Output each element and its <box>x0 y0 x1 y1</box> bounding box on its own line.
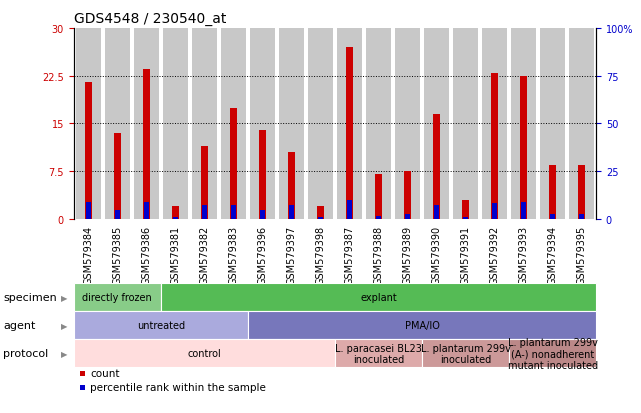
Text: GDS4548 / 230540_at: GDS4548 / 230540_at <box>74 12 226 26</box>
Bar <box>134 29 158 219</box>
Bar <box>375 175 382 219</box>
Bar <box>250 29 275 219</box>
Bar <box>288 153 295 219</box>
Bar <box>345 48 353 219</box>
Bar <box>453 29 478 219</box>
Text: ▶: ▶ <box>61 349 67 358</box>
Bar <box>578 165 585 219</box>
Text: ▶: ▶ <box>61 321 67 330</box>
Bar <box>395 29 420 219</box>
Bar <box>482 29 507 219</box>
Bar <box>404 172 411 219</box>
Text: count: count <box>90 368 120 378</box>
Bar <box>105 29 129 219</box>
Bar <box>192 29 217 219</box>
Bar <box>289 205 294 219</box>
Bar <box>405 214 410 219</box>
Bar <box>424 29 449 219</box>
Bar <box>163 29 188 219</box>
Bar <box>376 216 381 219</box>
Bar <box>144 202 149 219</box>
Bar <box>259 131 266 219</box>
Bar <box>279 29 304 219</box>
Bar <box>231 205 236 219</box>
Bar <box>76 29 101 219</box>
Bar <box>549 165 556 219</box>
Bar <box>520 76 527 219</box>
Bar <box>317 206 324 219</box>
Bar <box>172 206 179 219</box>
Bar <box>492 203 497 219</box>
Bar <box>434 205 439 219</box>
Bar <box>260 211 265 219</box>
Text: PMA/IO: PMA/IO <box>404 320 440 330</box>
Text: control: control <box>187 349 221 358</box>
Bar <box>308 29 333 219</box>
Bar <box>115 211 120 219</box>
Text: untreated: untreated <box>137 320 185 330</box>
Text: L. plantarum 299v
inoculated: L. plantarum 299v inoculated <box>420 343 510 364</box>
Bar <box>172 217 178 219</box>
Bar <box>569 29 594 219</box>
Bar <box>347 200 352 219</box>
Text: agent: agent <box>3 320 36 330</box>
Text: ▶: ▶ <box>61 293 67 302</box>
Bar <box>318 218 323 219</box>
Bar <box>491 74 498 219</box>
Bar <box>221 29 246 219</box>
Bar <box>462 200 469 219</box>
Bar <box>337 29 362 219</box>
Text: directly frozen: directly frozen <box>83 292 152 302</box>
Bar <box>113 134 121 219</box>
Bar <box>521 202 526 219</box>
Text: explant: explant <box>360 292 397 302</box>
Bar <box>463 217 468 219</box>
Bar <box>540 29 565 219</box>
Bar <box>579 214 584 219</box>
Text: protocol: protocol <box>3 349 49 358</box>
Bar <box>85 83 92 219</box>
Text: L. paracasei BL23
inoculated: L. paracasei BL23 inoculated <box>335 343 422 364</box>
Bar <box>201 146 208 219</box>
Bar <box>143 70 150 219</box>
Bar <box>512 29 536 219</box>
Bar <box>366 29 391 219</box>
Bar <box>229 108 237 219</box>
Bar <box>433 114 440 219</box>
Bar <box>86 202 91 219</box>
Bar <box>202 205 207 219</box>
Text: percentile rank within the sample: percentile rank within the sample <box>90 382 266 392</box>
Bar <box>550 214 555 219</box>
Text: L. plantarum 299v
(A-) nonadherent
mutant inoculated: L. plantarum 299v (A-) nonadherent mutan… <box>508 337 597 370</box>
Text: specimen: specimen <box>3 292 57 302</box>
